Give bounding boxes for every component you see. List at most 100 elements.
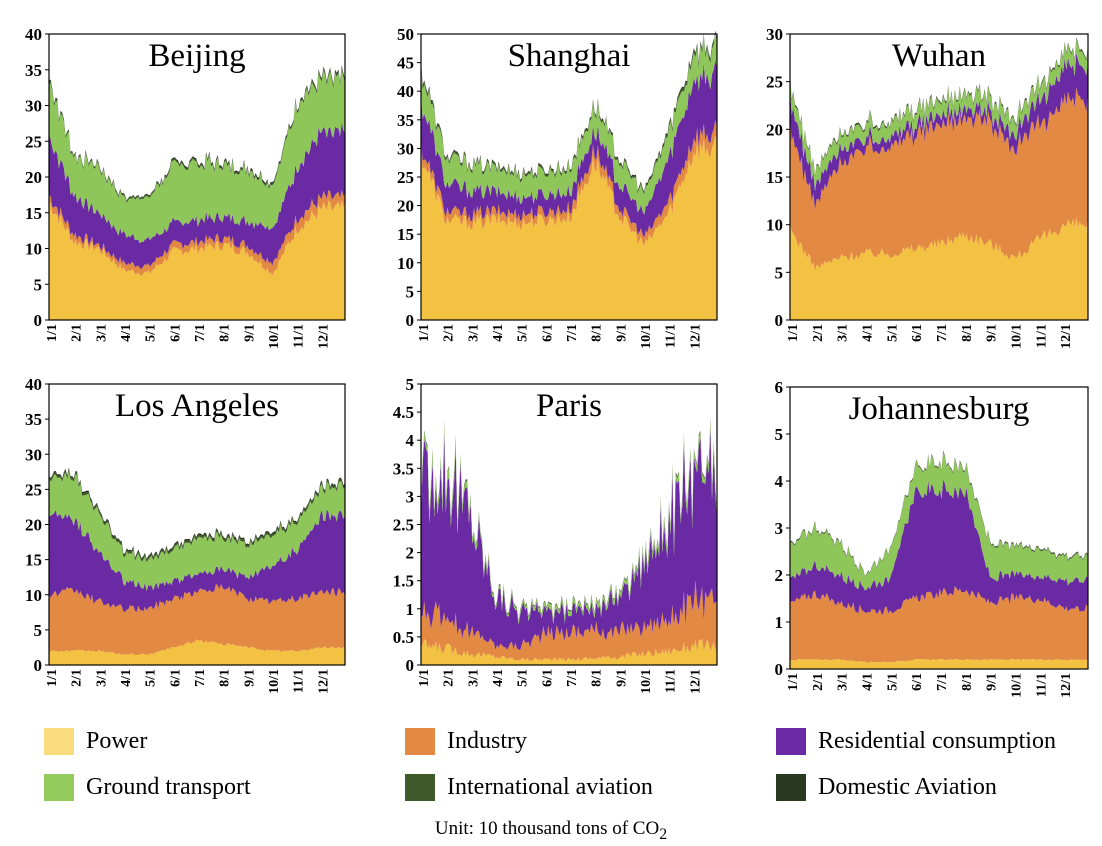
x-tick-label: 1/1 — [417, 324, 432, 342]
y-tick-label: 0 — [406, 311, 415, 330]
area-power — [421, 135, 717, 320]
x-tick-label: 12/1 — [316, 324, 331, 349]
legend-item-industry: Industry — [405, 726, 527, 756]
x-tick-label: 1/1 — [417, 669, 432, 687]
area-industry — [790, 586, 1088, 663]
area-residential-consumption — [790, 52, 1088, 210]
y-tick-label: 20 — [25, 168, 42, 187]
x-tick-label: 5/1 — [885, 324, 900, 342]
y-tick-label: 15 — [397, 225, 414, 244]
x-tick-label: 11/1 — [1034, 324, 1049, 348]
x-tick-label: 4/1 — [491, 324, 506, 342]
x-tick-label: 8/1 — [218, 324, 233, 342]
x-tick-label: 10/1 — [1010, 673, 1025, 698]
chart-beijing: 0 5 10 15 20 25 30 35 40 1/1 2/1 3/1 4/1 5/1 6/1 7/1 8/1… — [25, 25, 346, 349]
legend-label-domestic-aviation: Domestic Aviation — [818, 773, 997, 800]
y-tick-label: 25 — [25, 480, 42, 499]
y-tick-label: 45 — [397, 54, 414, 73]
chart-title: Johannesburg — [849, 391, 1030, 427]
x-tick-label: 11/1 — [664, 324, 679, 348]
chart-johannesburg: 0 1 2 3 4 5 6 1/1 2/1 3/1 4/1 5/1 6/1 7/1 8/1 9/1 10/1 11… — [775, 378, 1089, 698]
y-tick-label: 30 — [397, 139, 414, 158]
legend-label-industry: Industry — [447, 727, 527, 754]
y-tick-label: 2.5 — [393, 516, 414, 535]
y-tick-label: 25 — [766, 73, 783, 92]
legend-swatch-power — [44, 727, 74, 755]
area-industry — [790, 87, 1088, 272]
y-tick-label: 20 — [397, 197, 414, 216]
y-tick-label: 0 — [406, 656, 415, 675]
x-tick-label: 9/1 — [614, 324, 629, 342]
y-tick-label: 4 — [406, 431, 415, 450]
y-tick-label: 15 — [766, 168, 783, 187]
legend-swatch-ground-transport — [44, 773, 74, 801]
x-tick-label: 1/1 — [45, 669, 60, 687]
x-tick-label: 4/1 — [491, 669, 506, 687]
x-tick-label: 2/1 — [811, 324, 826, 342]
x-tick-label: 9/1 — [985, 673, 1000, 691]
chart-los-angeles: 0 5 10 15 20 25 30 35 40 1/1 2/1 3/1 4/1 5/1 6/1 7/1 8/1… — [25, 375, 346, 694]
x-tick-label: 12/1 — [688, 324, 703, 349]
area-residential-consumption — [790, 479, 1088, 615]
y-tick-label: 40 — [397, 82, 414, 101]
x-tick-label: 11/1 — [292, 324, 307, 348]
legend-swatch-industry — [405, 727, 435, 755]
y-tick-label: 1 — [775, 613, 784, 632]
area-power — [49, 200, 345, 320]
y-tick-label: 30 — [766, 25, 783, 44]
x-tick-label: 6/1 — [910, 324, 925, 342]
x-tick-label: 10/1 — [639, 669, 654, 694]
y-tick-label: 10 — [25, 240, 42, 259]
x-tick-label: 1/1 — [45, 324, 60, 342]
legend-item-domestic-aviation: Domestic Aviation — [776, 772, 997, 802]
y-tick-label: 1 — [406, 600, 415, 619]
x-tick-label: 7/1 — [193, 669, 208, 687]
legend-label-power: Power — [86, 727, 148, 754]
y-tick-label: 30 — [25, 445, 42, 464]
unit-note: Unit: 10 thousand tons of CO2 — [0, 818, 1102, 844]
x-tick-label: 7/1 — [193, 324, 208, 342]
y-tick-label: 40 — [25, 25, 42, 44]
x-tick-label: 8/1 — [960, 673, 975, 691]
x-tick-label: 10/1 — [1010, 324, 1025, 349]
legend-swatch-international-aviation — [405, 773, 435, 801]
x-tick-label: 5/1 — [144, 324, 159, 342]
x-tick-label: 8/1 — [590, 669, 605, 687]
x-tick-label: 11/1 — [292, 669, 307, 693]
legend-item-ground-transport: Ground transport — [44, 772, 251, 802]
legend-swatch-residential — [776, 727, 806, 755]
area-power — [421, 639, 717, 665]
y-tick-label: 35 — [397, 111, 414, 130]
y-tick-label: 15 — [25, 204, 42, 223]
x-tick-label: 7/1 — [935, 673, 950, 691]
y-tick-label: 50 — [397, 25, 414, 44]
x-tick-label: 12/1 — [1059, 324, 1074, 349]
y-tick-label: 6 — [775, 378, 784, 397]
x-tick-label: 4/1 — [861, 324, 876, 342]
y-tick-label: 4.5 — [393, 403, 414, 422]
area-ground-transport — [790, 39, 1088, 192]
x-tick-label: 8/1 — [590, 324, 605, 342]
x-tick-label: 5/1 — [144, 669, 159, 687]
area-residential-consumption — [421, 60, 717, 238]
x-tick-label: 10/1 — [267, 324, 282, 349]
chart-title: Wuhan — [892, 38, 986, 74]
x-tick-label: 2/1 — [70, 669, 85, 687]
y-tick-label: 0.5 — [393, 628, 414, 647]
y-tick-label: 0 — [34, 656, 43, 675]
area-residential-consumption — [421, 426, 717, 651]
y-tick-label: 0 — [34, 311, 43, 330]
area-residential-consumption — [49, 122, 345, 269]
area-industry — [421, 580, 717, 662]
x-tick-label: 5/1 — [516, 324, 531, 342]
legend-label-international-aviation: International aviation — [447, 773, 653, 800]
legend-label-residential: Residential consumption — [818, 727, 1056, 754]
y-tick-label: 5 — [775, 263, 784, 282]
y-tick-label: 5 — [406, 282, 415, 301]
y-tick-label: 25 — [397, 168, 414, 187]
x-tick-label: 9/1 — [614, 669, 629, 687]
y-tick-label: 10 — [766, 216, 783, 235]
area-power — [790, 658, 1088, 669]
legend-item-residential: Residential consumption — [776, 726, 1056, 756]
x-tick-label: 6/1 — [168, 324, 183, 342]
